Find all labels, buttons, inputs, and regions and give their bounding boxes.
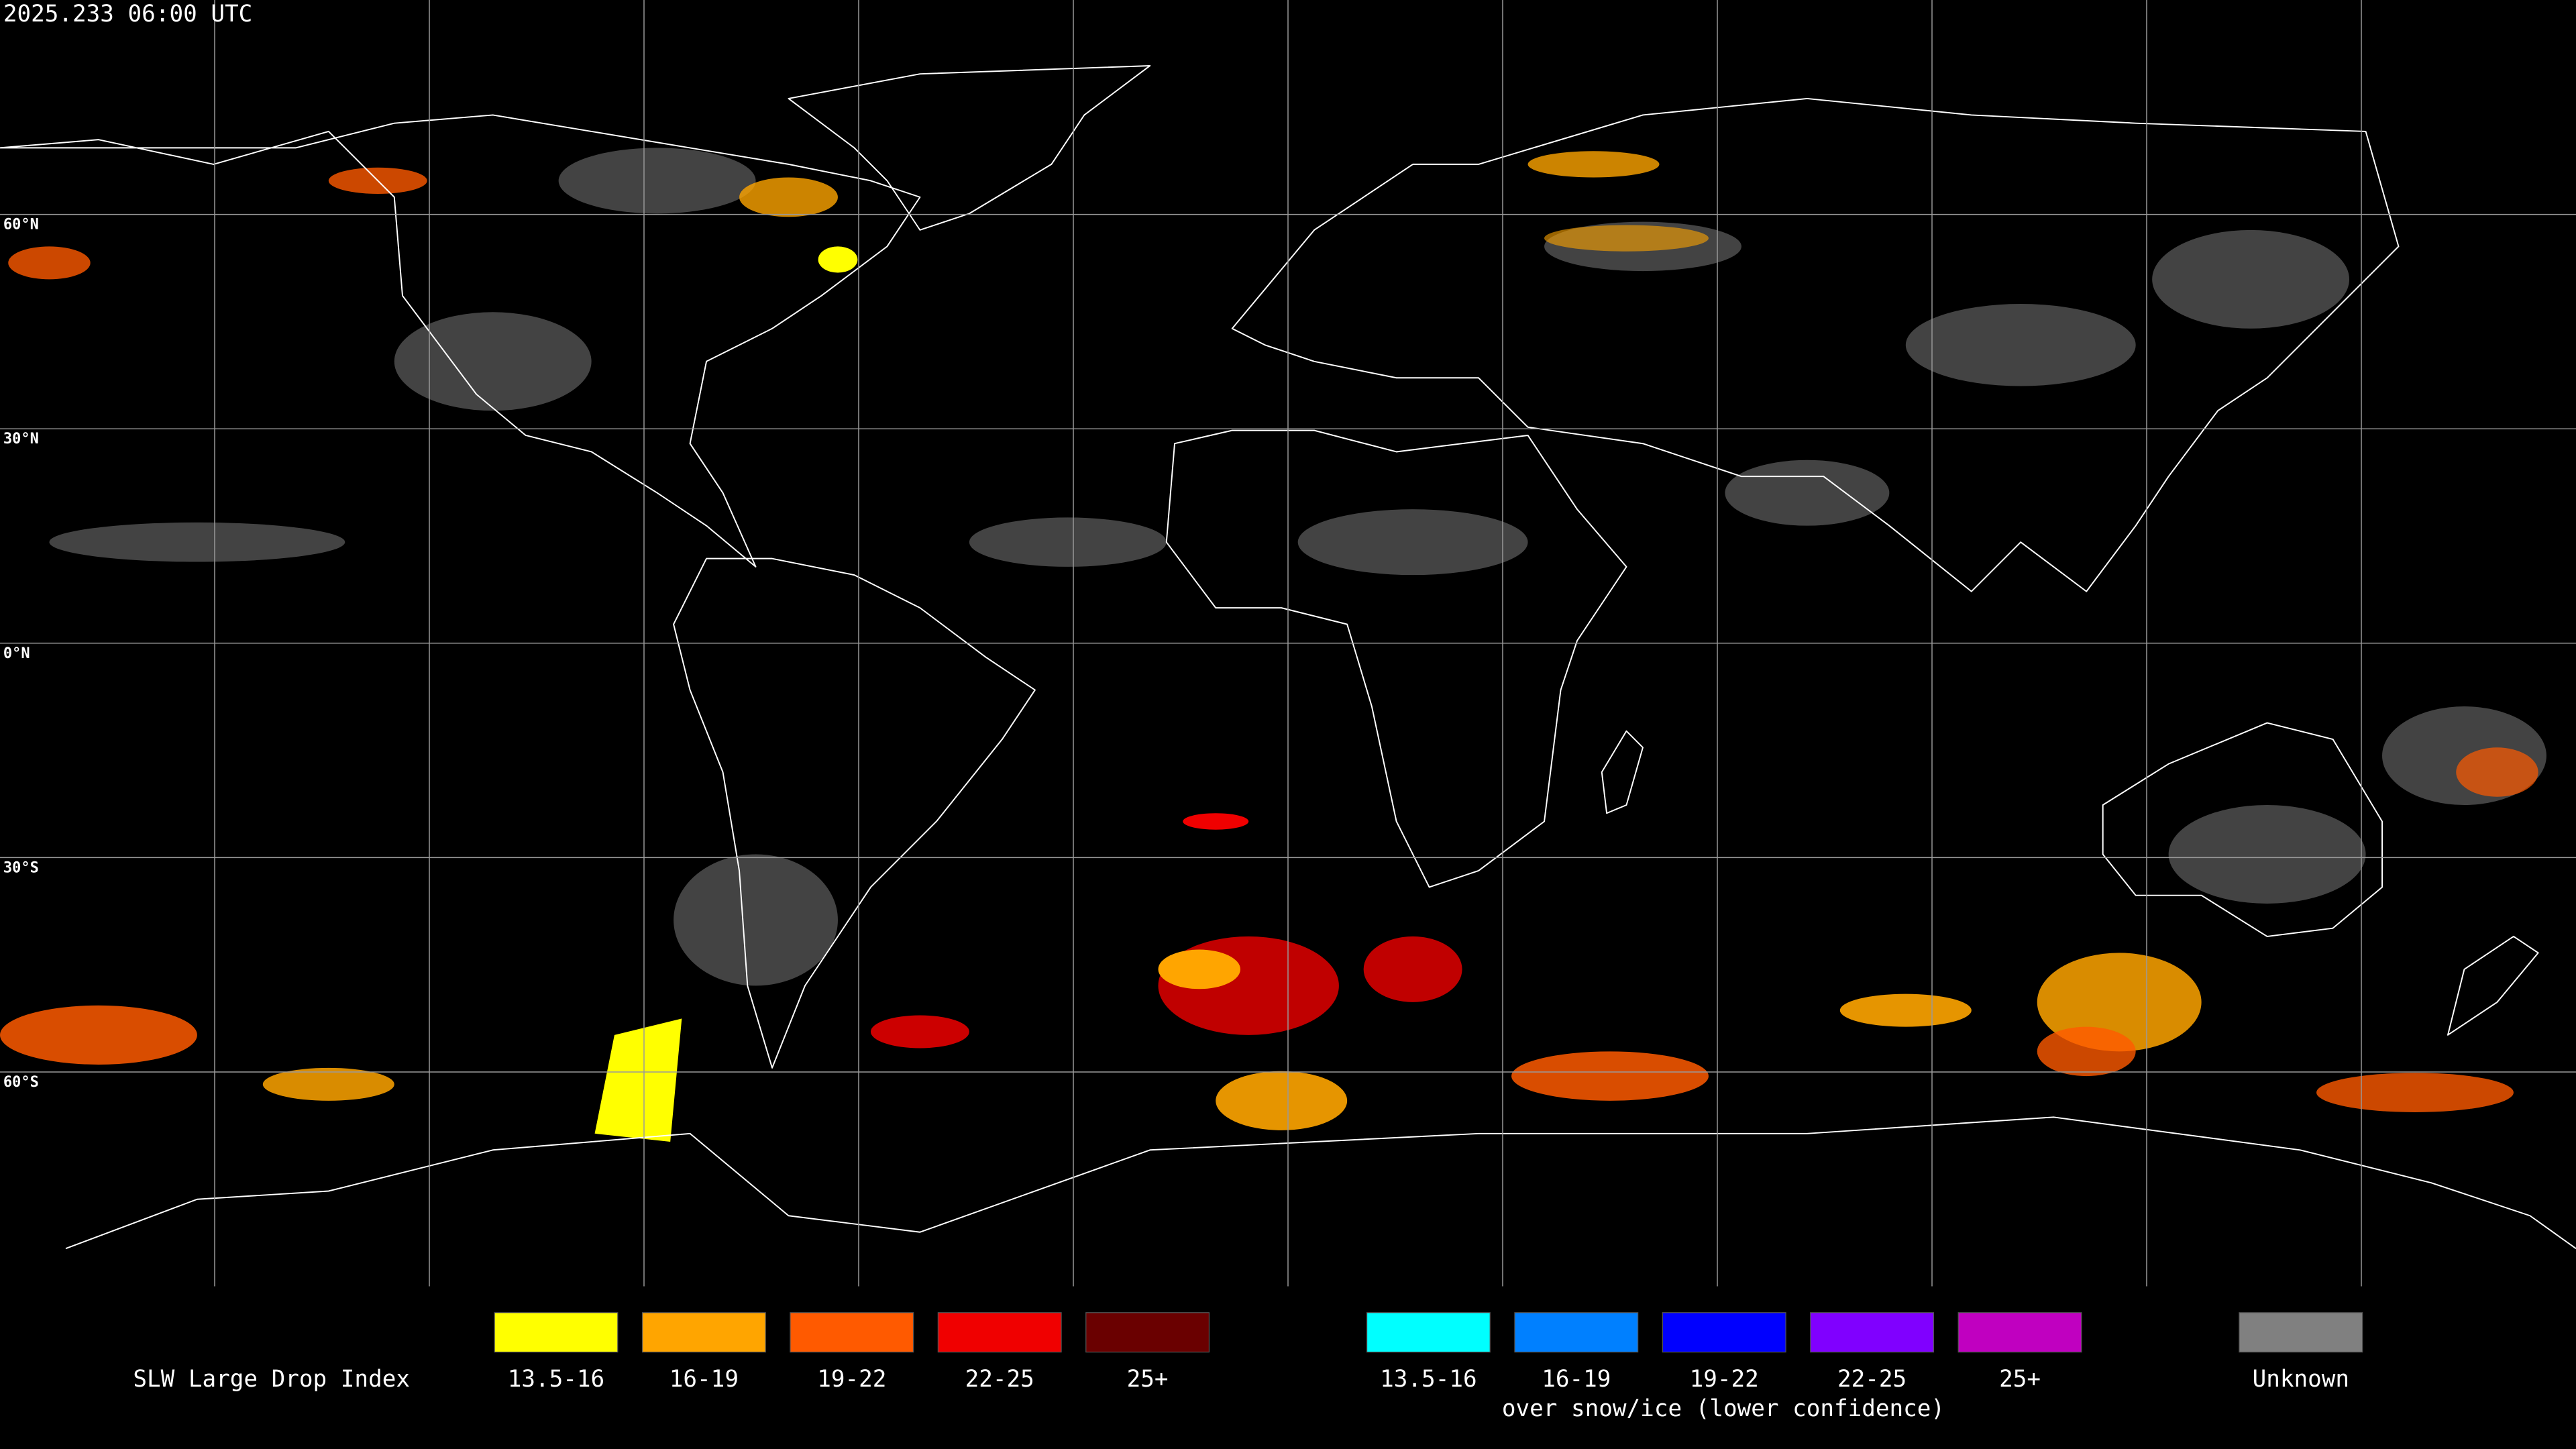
legend-label: 22-25: [965, 1366, 1034, 1393]
legend-swatch: [494, 1312, 619, 1353]
legend-title: SLW Large Drop Index: [133, 1366, 410, 1393]
legend-swatch: [790, 1312, 914, 1353]
legend-label: 25+: [1127, 1366, 1169, 1393]
legend: SLW Large Drop Index over snow/ice (lowe…: [133, 1312, 2363, 1422]
legend-swatch: [1366, 1312, 1491, 1353]
legend-swatch: [937, 1312, 1062, 1353]
legend-label: 25+: [1999, 1366, 2041, 1393]
latitude-label: 60°S: [3, 1074, 39, 1091]
slw-index-regions: [0, 151, 2538, 1142]
legend-label: 16-19: [1542, 1366, 1611, 1393]
latitude-label: 0°N: [3, 645, 30, 662]
legend-swatch: [1810, 1312, 1935, 1353]
latitude-label: 30°N: [3, 431, 39, 447]
legend-swatch: [1957, 1312, 2082, 1353]
legend-label: Unknown: [2253, 1366, 2349, 1393]
legend-label: 22-25: [1837, 1366, 1907, 1393]
legend-swatch: [1085, 1312, 1210, 1353]
legend-caption: over snow/ice (lower confidence): [1502, 1395, 1945, 1422]
legend-swatch: [2239, 1312, 2363, 1353]
legend-swatch: [1514, 1312, 1639, 1353]
legend-label: 16-19: [669, 1366, 739, 1393]
timestamp: 2025.233 06:00 UTC: [3, 1, 252, 28]
legend-label: 19-22: [1690, 1366, 1759, 1393]
legend-label: 13.5-16: [508, 1366, 604, 1393]
legend-label: 13.5-16: [1380, 1366, 1477, 1393]
legend-swatch: [1662, 1312, 1786, 1353]
latitude-label: 30°S: [3, 859, 39, 876]
legend-swatch: [641, 1312, 766, 1353]
graticule: 60°N 30°N 0°N 30°S 60°S: [0, 0, 2576, 1287]
latitude-label: 60°N: [3, 217, 39, 233]
coastlines: [0, 64, 2576, 1250]
map: 60°N 30°N 0°N 30°S 60°S: [0, 0, 2576, 1287]
legend-label: 19-22: [817, 1366, 886, 1393]
